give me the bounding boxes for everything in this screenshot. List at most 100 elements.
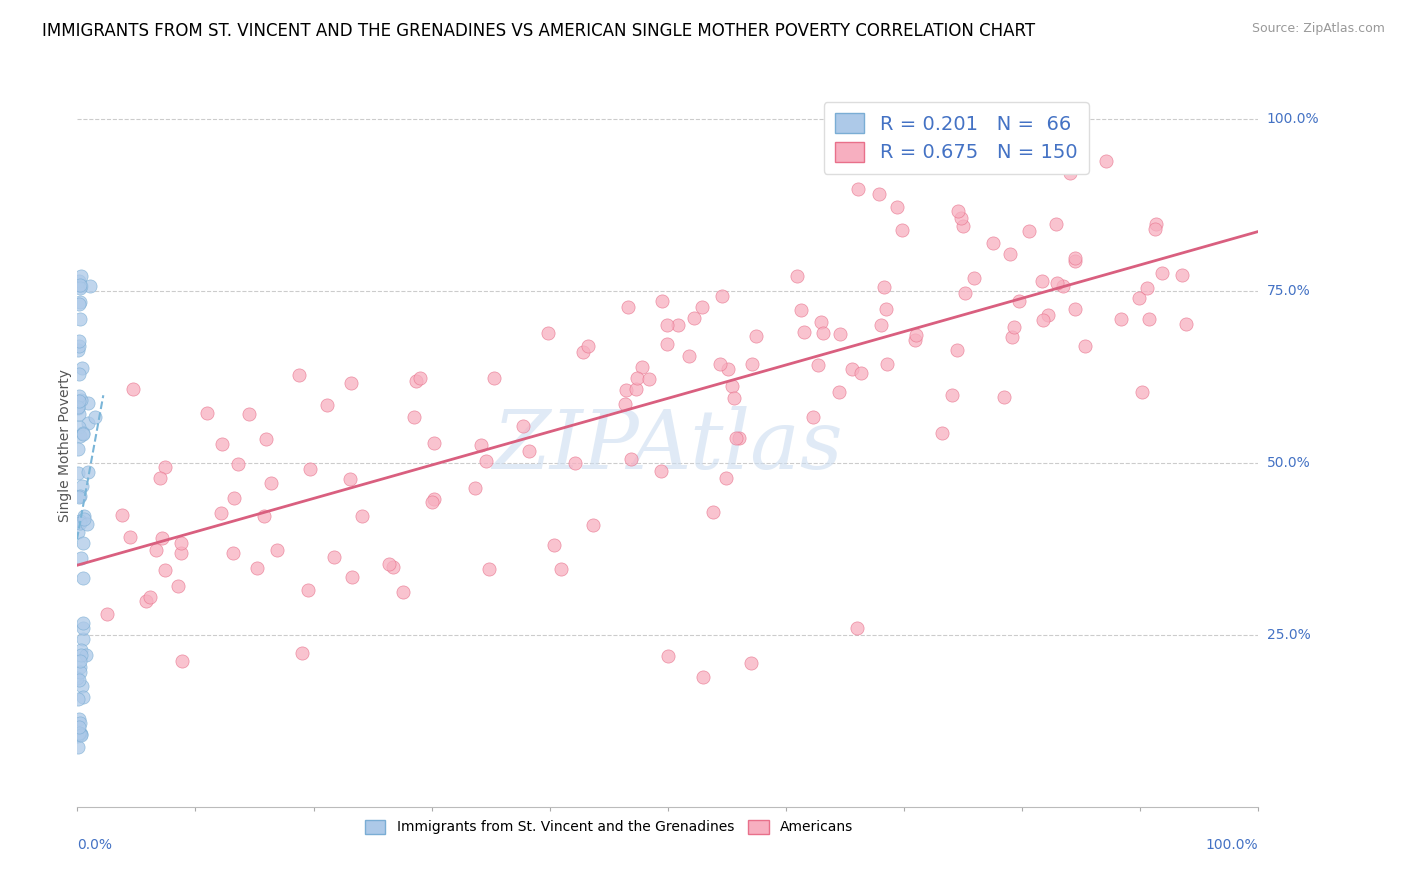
Point [402, 410, 425, 425]
Point [564, 456, 586, 470]
Point [1128, 291, 1150, 305]
Point [845, 621, 868, 635]
Point [709, 357, 731, 371]
Point [67, 367, 90, 381]
Point [254, 432, 277, 446]
Point [72, 426, 94, 441]
Point [66, 401, 89, 415]
Point [1074, 339, 1097, 353]
Point [392, 585, 415, 599]
Point [1144, 218, 1167, 232]
Point [77, 417, 100, 431]
Point [963, 271, 986, 285]
Point [475, 454, 498, 468]
Point [651, 293, 673, 308]
Point [841, 362, 863, 376]
Point [70, 727, 93, 741]
Point [67, 296, 90, 310]
Point [692, 669, 714, 683]
Point [904, 333, 927, 347]
Point [246, 561, 269, 575]
Point [169, 546, 191, 560]
Point [69, 294, 91, 309]
Point [77, 465, 100, 479]
Point [868, 187, 890, 202]
Point [464, 481, 486, 495]
Point [1171, 268, 1194, 283]
Point [702, 505, 724, 519]
Point [423, 435, 446, 450]
Point [209, 506, 232, 520]
Point [793, 325, 815, 339]
Point [657, 648, 679, 663]
Point [287, 368, 309, 382]
Point [517, 444, 540, 458]
Point [789, 302, 811, 317]
Point [69, 514, 91, 528]
Point [655, 336, 678, 351]
Point [66, 466, 89, 480]
Point [72, 690, 94, 704]
Point [717, 362, 740, 376]
Point [67, 720, 90, 734]
Point [339, 376, 361, 390]
Point [67, 389, 90, 403]
Point [67, 712, 90, 726]
Point [572, 345, 595, 359]
Point [253, 508, 276, 523]
Point [70, 728, 93, 742]
Point [710, 289, 733, 303]
Point [1063, 251, 1085, 265]
Point [382, 560, 405, 574]
Point [948, 204, 970, 219]
Point [1059, 166, 1081, 180]
Point [1175, 317, 1198, 331]
Point [423, 491, 446, 506]
Point [666, 318, 689, 333]
Point [725, 431, 748, 445]
Point [478, 562, 501, 576]
Point [67, 726, 90, 740]
Point [1031, 274, 1053, 288]
Point [941, 388, 963, 402]
Point [170, 654, 193, 668]
Point [96, 607, 118, 621]
Point [66, 729, 89, 743]
Point [828, 384, 851, 399]
Point [690, 301, 713, 315]
Point [297, 582, 319, 597]
Point [998, 247, 1021, 261]
Point [678, 350, 700, 364]
Text: ZIPAtlas: ZIPAtlas [492, 406, 844, 486]
Point [405, 374, 427, 388]
Point [145, 542, 167, 557]
Point [952, 219, 974, 233]
Point [890, 223, 912, 237]
Point [72, 632, 94, 646]
Point [631, 360, 654, 375]
Point [377, 558, 399, 572]
Point [886, 200, 908, 214]
Point [222, 546, 245, 560]
Point [1001, 330, 1024, 344]
Point [1137, 312, 1160, 326]
Point [931, 426, 953, 441]
Point [266, 542, 288, 557]
Point [72, 361, 94, 376]
Point [993, 390, 1015, 404]
Point [170, 536, 193, 550]
Point [638, 371, 661, 385]
Point [340, 570, 363, 584]
Point [67, 673, 90, 688]
Point [238, 407, 260, 421]
Point [869, 318, 891, 332]
Text: Source: ZipAtlas.com: Source: ZipAtlas.com [1251, 22, 1385, 36]
Point [67, 420, 90, 434]
Point [73, 509, 96, 524]
Point [650, 464, 672, 478]
Point [1018, 224, 1040, 238]
Point [484, 371, 506, 385]
Point [167, 579, 190, 593]
Point [614, 383, 637, 397]
Point [470, 438, 492, 452]
